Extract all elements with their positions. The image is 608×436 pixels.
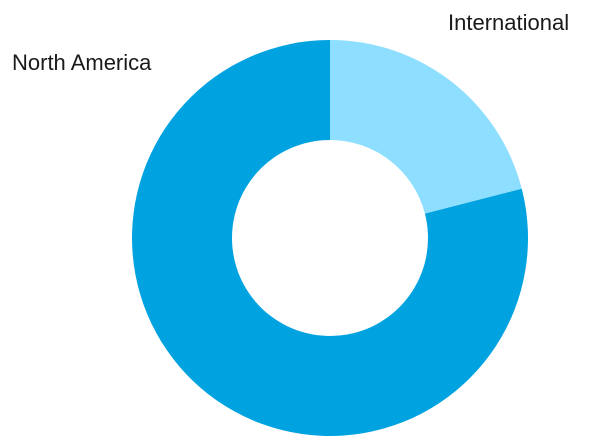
- slice-label-international: International: [448, 10, 569, 35]
- slice-labels: International North America: [12, 10, 569, 75]
- donut-slices: [132, 40, 529, 436]
- slice-international: [330, 40, 522, 214]
- slice-north-america: [132, 40, 529, 436]
- slice-label-north-america: North America: [12, 50, 152, 75]
